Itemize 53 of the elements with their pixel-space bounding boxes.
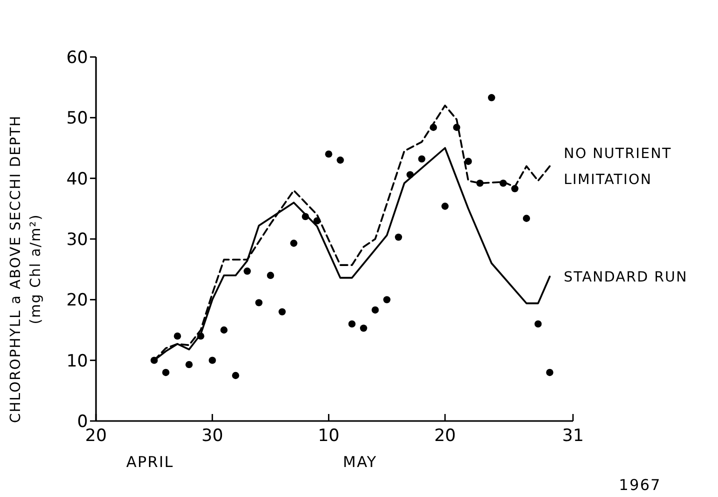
point xyxy=(348,320,356,328)
point xyxy=(360,324,368,332)
point xyxy=(162,368,170,376)
x-tick-label: 30 xyxy=(202,426,224,446)
point xyxy=(325,150,332,158)
point xyxy=(464,158,472,165)
point xyxy=(220,326,228,334)
x-tick-label: 10 xyxy=(318,426,340,446)
text: APRIL xyxy=(126,453,174,471)
point xyxy=(185,360,193,368)
y-axis-title: CHLOROPHYLL a ABOVE SECCHI DEPTH (mg Chl a/m²) xyxy=(8,114,44,424)
point xyxy=(266,272,274,279)
text: MAY xyxy=(342,453,378,471)
point xyxy=(232,372,240,380)
point xyxy=(302,212,310,220)
point xyxy=(394,234,402,241)
text: 1967 xyxy=(618,476,662,494)
y-tick-label: 60 xyxy=(66,48,88,68)
point xyxy=(150,356,158,364)
point xyxy=(174,332,182,340)
point xyxy=(244,268,251,275)
point xyxy=(534,320,542,328)
point xyxy=(372,306,379,314)
y-tick-label: 10 xyxy=(66,351,88,372)
point xyxy=(406,171,414,178)
point xyxy=(278,308,286,316)
y-tick-label: 30 xyxy=(66,230,88,250)
point xyxy=(290,240,298,247)
point xyxy=(441,202,449,210)
y-tick-label: 20 xyxy=(66,290,88,311)
point xyxy=(511,185,518,192)
x-tick-label: 31 xyxy=(562,426,584,446)
series-label: STANDARD RUN xyxy=(564,270,688,286)
point xyxy=(522,214,530,222)
point xyxy=(476,180,484,187)
point xyxy=(430,124,437,131)
x-tick-label: 20 xyxy=(434,426,456,446)
point xyxy=(255,299,262,306)
point xyxy=(488,94,496,102)
point xyxy=(336,156,344,164)
point xyxy=(208,356,216,364)
point xyxy=(500,180,507,187)
point xyxy=(383,296,390,304)
point xyxy=(453,124,460,131)
y-tick-label: 40 xyxy=(66,169,88,190)
series-label: NO NUTRIENT LIMITATION xyxy=(564,146,672,188)
y-tick-label: 50 xyxy=(66,108,88,129)
point xyxy=(197,332,204,340)
point xyxy=(546,368,554,376)
point xyxy=(313,217,321,224)
y-tick-label: 0 xyxy=(77,412,88,432)
point xyxy=(418,155,426,163)
x-tick-label: 20 xyxy=(85,426,107,446)
